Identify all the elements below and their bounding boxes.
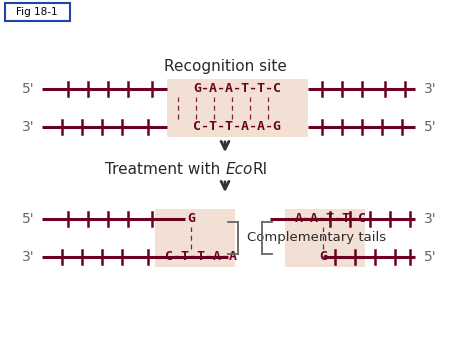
Text: G: G bbox=[187, 213, 195, 225]
Text: G: G bbox=[319, 250, 327, 264]
Text: Recognition site: Recognition site bbox=[163, 60, 287, 74]
Text: RI: RI bbox=[252, 161, 267, 177]
Text: C-T-T-A-A-G: C-T-T-A-A-G bbox=[193, 121, 281, 133]
Text: 5': 5' bbox=[424, 250, 436, 264]
Text: Treatment with: Treatment with bbox=[105, 161, 225, 177]
Text: Eco: Eco bbox=[226, 161, 253, 177]
Text: A-A-T-T-C: A-A-T-T-C bbox=[295, 213, 367, 225]
Bar bbox=[285, 209, 365, 267]
Text: 5': 5' bbox=[424, 120, 436, 134]
Text: 3': 3' bbox=[424, 82, 436, 96]
Text: 3': 3' bbox=[424, 212, 436, 226]
Text: 5': 5' bbox=[22, 212, 34, 226]
Text: G-A-A-T-T-C: G-A-A-T-T-C bbox=[193, 83, 281, 95]
Text: Fig 18-1: Fig 18-1 bbox=[16, 7, 58, 17]
Text: 5': 5' bbox=[22, 82, 34, 96]
Text: 3': 3' bbox=[22, 250, 34, 264]
Text: C-T-T-A-A: C-T-T-A-A bbox=[165, 250, 237, 264]
Bar bbox=[155, 209, 235, 267]
Bar bbox=[5, 3, 70, 21]
Bar bbox=[167, 79, 308, 137]
Text: 3': 3' bbox=[22, 120, 34, 134]
Text: Complementary tails: Complementary tails bbox=[247, 232, 386, 245]
